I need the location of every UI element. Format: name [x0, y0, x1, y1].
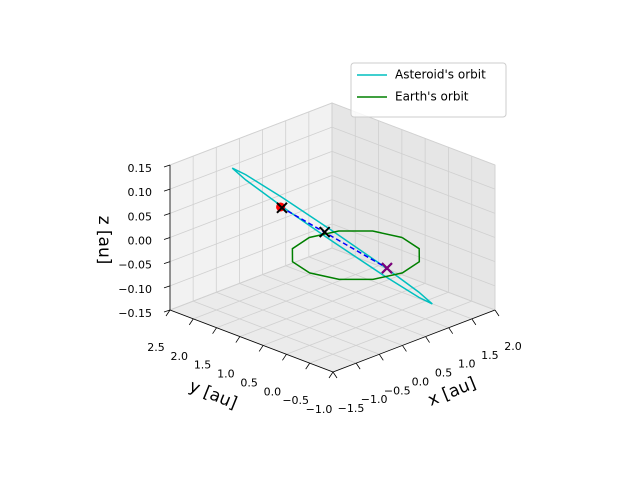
z-tick-mark	[163, 309, 171, 313]
grid-line	[169, 199, 333, 263]
x-tick-mark	[494, 309, 500, 317]
y-tick-label: 0.0	[264, 385, 282, 398]
grid-line	[169, 102, 333, 166]
z-tick-mark	[163, 237, 171, 240]
y-tick-label: 2.0	[171, 350, 189, 363]
grid-line	[193, 256, 356, 320]
grid-line	[308, 256, 472, 320]
z-tick-label: 0.15	[128, 162, 153, 175]
x-tick-mark	[332, 371, 338, 379]
series-line	[280, 206, 388, 269]
x-tick-label: −1.5	[338, 402, 365, 415]
z-tick-label: 0.00	[128, 235, 153, 248]
y-tick-label: −0.5	[282, 394, 309, 407]
grid-line	[331, 175, 496, 238]
y-axis-line	[169, 309, 334, 373]
x-axis-line	[332, 309, 496, 373]
z-tick-label: 0.10	[128, 186, 153, 199]
x-tick-label: 0.0	[412, 375, 430, 388]
series-line	[291, 230, 421, 281]
y-tick-label: 0.5	[240, 376, 258, 389]
x-tick-mark	[402, 345, 407, 352]
x-tick-label: 0.5	[435, 367, 453, 380]
x-tick-label: 1.5	[481, 349, 499, 362]
grid-line	[216, 265, 379, 329]
grid-line	[331, 126, 496, 190]
grid-line	[169, 150, 333, 214]
x-tick-mark	[471, 318, 477, 326]
z-tick-mark	[163, 285, 171, 289]
y-axis-label: y [au]	[186, 376, 240, 413]
z-tick-label: −0.05	[118, 259, 152, 272]
grid-line	[169, 247, 333, 311]
grid-line	[169, 126, 333, 190]
x-tick-mark	[355, 362, 361, 370]
axes-panes: −1.5−1.0−0.50.00.51.01.52.0−1.0−0.50.00.…	[118, 102, 522, 416]
z-axis-label: z [au]	[94, 216, 114, 265]
legend-label: Earth's orbit	[395, 90, 469, 104]
legend-label: Asteroid's orbit	[395, 68, 486, 82]
x-tick-label: 1.0	[458, 358, 476, 371]
grid-line	[262, 274, 426, 337]
z-tick-mark	[163, 261, 171, 265]
grid-line	[285, 265, 449, 329]
y-tick-mark	[305, 362, 311, 370]
y-tick-label: 1.5	[194, 359, 212, 372]
z-tick-label: 0.05	[128, 210, 153, 223]
y-tick-mark	[188, 318, 194, 326]
y-tick-mark	[282, 354, 287, 361]
grid-line	[239, 274, 403, 337]
grid-line	[286, 291, 449, 355]
y-tick-label: 2.5	[147, 341, 165, 354]
y-tick-label: −1.0	[306, 403, 333, 416]
grid-line	[169, 175, 333, 238]
plot-area	[231, 167, 433, 305]
y-tick-mark	[235, 336, 241, 343]
x-tick-label: −1.0	[361, 393, 388, 406]
grid-line	[193, 300, 357, 364]
y-tick-mark	[258, 345, 264, 352]
grid-line	[331, 150, 496, 214]
z-tick-mark	[163, 164, 171, 168]
z-tick-mark	[163, 212, 171, 216]
legend: Asteroid's orbit Earth's orbit	[350, 62, 507, 118]
grid-line	[331, 199, 496, 263]
y-tick-mark	[212, 327, 217, 334]
grid-line	[239, 283, 403, 346]
grid-line	[262, 283, 426, 346]
z-tick-mark	[163, 188, 171, 192]
x-tick-mark	[448, 327, 454, 334]
grid-line	[331, 223, 496, 287]
z-tick-label: −0.10	[118, 283, 152, 296]
z-tick-label: −0.15	[118, 307, 152, 320]
y-tick-mark	[328, 371, 334, 379]
x-tick-label: −0.5	[384, 384, 411, 397]
y-tick-label: 1.0	[217, 368, 235, 381]
x-tick-label: 2.0	[504, 340, 522, 353]
x-marker	[318, 226, 331, 238]
grid-line	[169, 223, 333, 287]
y-tick-mark	[165, 309, 171, 317]
x-marker	[276, 202, 288, 214]
x-marker	[381, 262, 393, 274]
legend-box	[350, 62, 507, 118]
grid-line	[309, 300, 472, 364]
x-tick-mark	[425, 336, 430, 343]
x-tick-mark	[378, 354, 384, 361]
grid-line	[216, 291, 380, 355]
